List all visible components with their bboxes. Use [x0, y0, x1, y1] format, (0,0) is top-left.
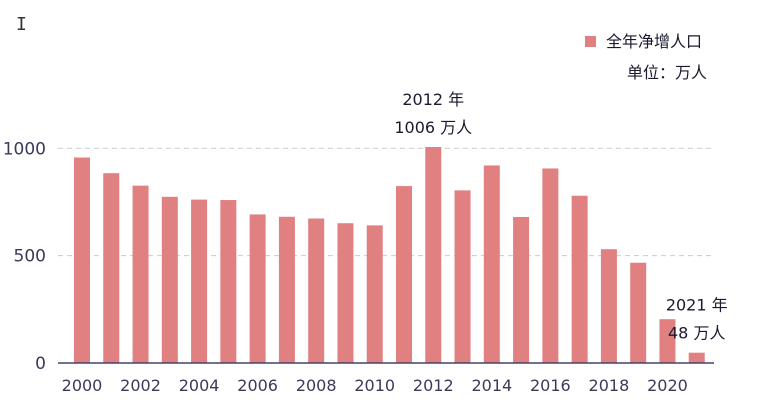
unit-note: 单位：万人 [627, 63, 707, 82]
bar-2020 [659, 319, 676, 363]
grid-lines [58, 147, 714, 257]
bar-2017 [571, 195, 588, 363]
bar-2010 [366, 225, 383, 363]
bar-2006 [249, 214, 266, 363]
x-tick-label: 2008 [296, 376, 337, 395]
bar-2019 [630, 262, 647, 363]
bar-2009 [337, 223, 354, 363]
x-tick-label: 2006 [237, 376, 278, 395]
x-tick-label: 2010 [354, 376, 395, 395]
bar-2015 [513, 216, 530, 363]
bar-2012 [425, 147, 442, 363]
bar-2016 [542, 168, 559, 363]
x-tick-label: 2004 [179, 376, 220, 395]
y-tick-labels: 0 500 1000 [3, 139, 46, 374]
annotation-value: 48 万人 [668, 324, 725, 343]
bar-2002 [132, 185, 149, 363]
annotation-year: 2012 年 [402, 90, 464, 109]
y-tick-label: 0 [35, 354, 46, 374]
bar-2003 [161, 196, 178, 363]
x-tick-label: 2018 [589, 376, 630, 395]
bar-2000 [74, 157, 90, 363]
x-tick-label: 2016 [530, 376, 571, 395]
x-tick-label: 2002 [120, 376, 161, 395]
bar-2007 [278, 216, 295, 363]
annotation-year: 2021 年 [666, 296, 728, 315]
legend-label: 全年净增人口 [606, 32, 702, 51]
bar-2008 [308, 218, 325, 363]
x-tick-labels: 2000 2002 2004 2006 2008 2010 2012 2014 2016 2018… [62, 376, 688, 395]
x-tick-label: 2020 [647, 376, 688, 395]
bar-2004 [191, 199, 208, 363]
annotations: 2012 年 1006 万人 2021 年 48 万人 [394, 90, 727, 343]
y-tick-label: 1000 [3, 139, 46, 159]
bar-2013 [454, 190, 471, 363]
text-cursor-icon: I [16, 14, 27, 35]
bar-2011 [396, 186, 412, 363]
annotation-value: 1006 万人 [394, 118, 472, 137]
legend-swatch [585, 36, 596, 47]
x-tick-label: 2000 [62, 376, 103, 395]
bar-2014 [483, 165, 500, 363]
bar-2021 [688, 352, 705, 363]
bar-2018 [600, 249, 617, 363]
legend: 全年净增人口 单位：万人 [585, 32, 707, 82]
x-tick-label: 2012 [413, 376, 454, 395]
bar-2001 [103, 173, 120, 363]
x-tick-label: 2014 [471, 376, 512, 395]
bar-2005 [220, 200, 237, 363]
bars [74, 147, 705, 363]
y-tick-label: 500 [14, 247, 46, 267]
